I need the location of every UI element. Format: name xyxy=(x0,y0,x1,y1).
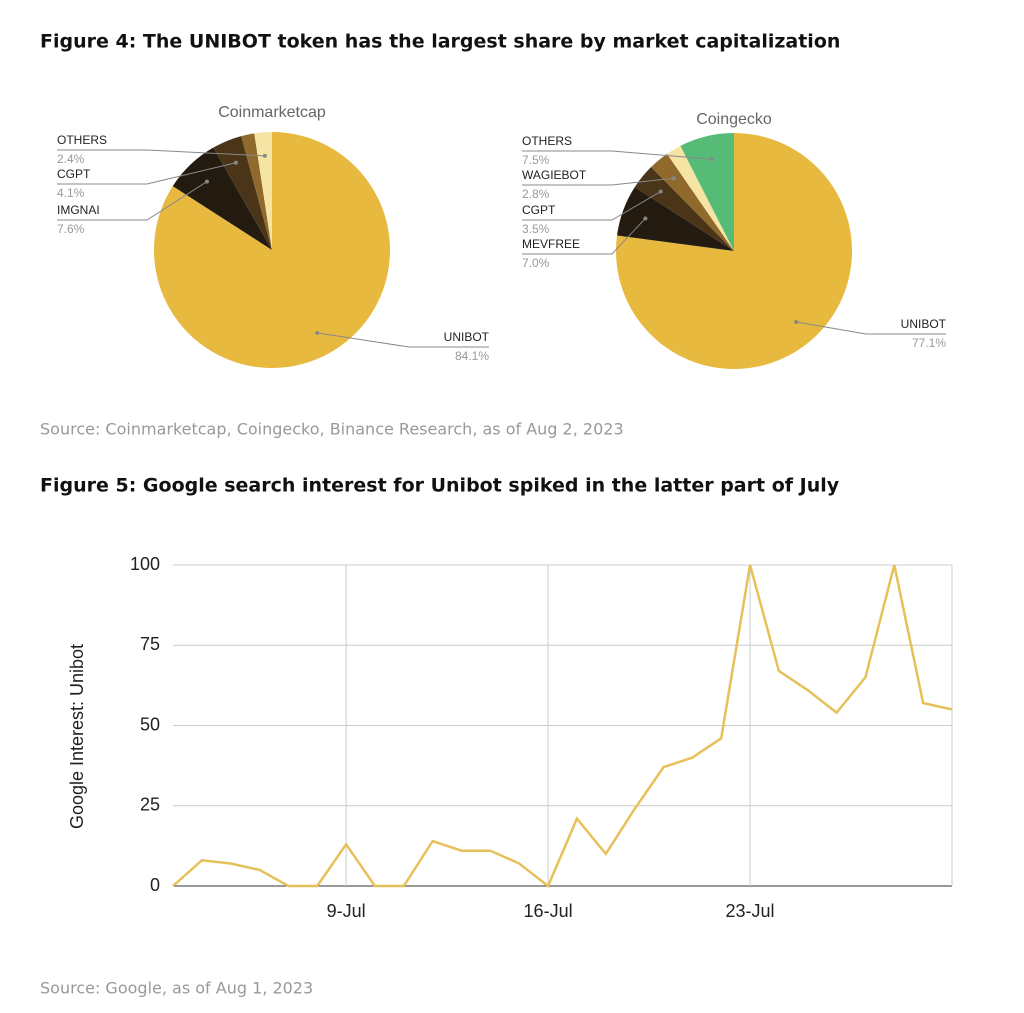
leader-line xyxy=(522,218,646,255)
leader-line xyxy=(57,149,265,157)
leader-dot xyxy=(671,176,676,181)
slice-value: 2.4% xyxy=(57,152,85,166)
pie-slice xyxy=(617,187,734,251)
slice-label: MEVFREE xyxy=(522,237,580,251)
slice-value: 7.6% xyxy=(57,222,85,236)
slice-value: 7.0% xyxy=(522,256,550,270)
leader-line xyxy=(522,150,713,160)
pie-title: Coinmarketcap xyxy=(218,104,326,121)
y-tick-label: 50 xyxy=(140,714,160,734)
x-tick-label: 16-Jul xyxy=(524,901,573,921)
slice-label: IMGNAI xyxy=(57,203,100,217)
pie-slice xyxy=(680,133,734,251)
slice-label: CGPT xyxy=(522,203,556,217)
slice-value: 3.5% xyxy=(522,222,550,236)
pie-slice xyxy=(154,132,390,369)
y-tick-label: 100 xyxy=(130,554,160,574)
slice-label: CGPT xyxy=(57,167,91,181)
pie-slice xyxy=(667,145,734,251)
x-tick-label: 23-Jul xyxy=(726,901,775,921)
leader-line xyxy=(796,321,946,335)
line-series xyxy=(172,564,953,888)
pie-slice xyxy=(172,147,272,250)
pie-title: Coingecko xyxy=(696,111,772,128)
y-tick-label: 75 xyxy=(140,634,160,654)
leader-dot xyxy=(643,216,648,221)
leader-line xyxy=(522,191,661,221)
leader-line xyxy=(57,162,236,185)
y-tick-label: 25 xyxy=(140,795,160,815)
leader-dot xyxy=(709,157,714,162)
source: Source: Google, as of Aug 1, 2023 xyxy=(40,979,313,998)
figure-title: Figure 4: The UNIBOT token has the large… xyxy=(40,31,840,53)
leader-dot xyxy=(233,160,238,165)
slice-label: OTHERS xyxy=(522,134,572,148)
y-tick-label: 0 xyxy=(150,875,160,895)
leader-dot xyxy=(658,189,663,194)
leader-line xyxy=(57,181,208,221)
leader-dot xyxy=(204,179,209,184)
x-tick-label: 9-Jul xyxy=(327,901,366,921)
slice-value: 4.1% xyxy=(57,186,85,200)
leader-line xyxy=(317,332,489,348)
slice-value: 77.1% xyxy=(912,336,946,350)
leader-dot xyxy=(262,153,267,158)
pie-slice xyxy=(634,167,734,251)
slice-value: 7.5% xyxy=(522,153,550,167)
y-axis-label: Google Interest: Unibot xyxy=(67,644,87,829)
leader-dot xyxy=(794,320,799,325)
leader-dot xyxy=(315,330,320,335)
slice-label: UNIBOT xyxy=(444,330,490,344)
slice-label: WAGIEBOT xyxy=(522,168,587,182)
slice-label: UNIBOT xyxy=(901,317,947,331)
leader-line xyxy=(522,177,674,186)
figure-title: Figure 5: Google search interest for Uni… xyxy=(40,475,840,497)
slice-value: 84.1% xyxy=(455,349,489,363)
pie-slice xyxy=(241,133,272,250)
slice-label: OTHERS xyxy=(57,133,107,147)
slice-value: 2.8% xyxy=(522,187,550,201)
pie-slice xyxy=(254,132,272,250)
source: Source: Coinmarketcap, Coingecko, Binanc… xyxy=(40,420,624,439)
